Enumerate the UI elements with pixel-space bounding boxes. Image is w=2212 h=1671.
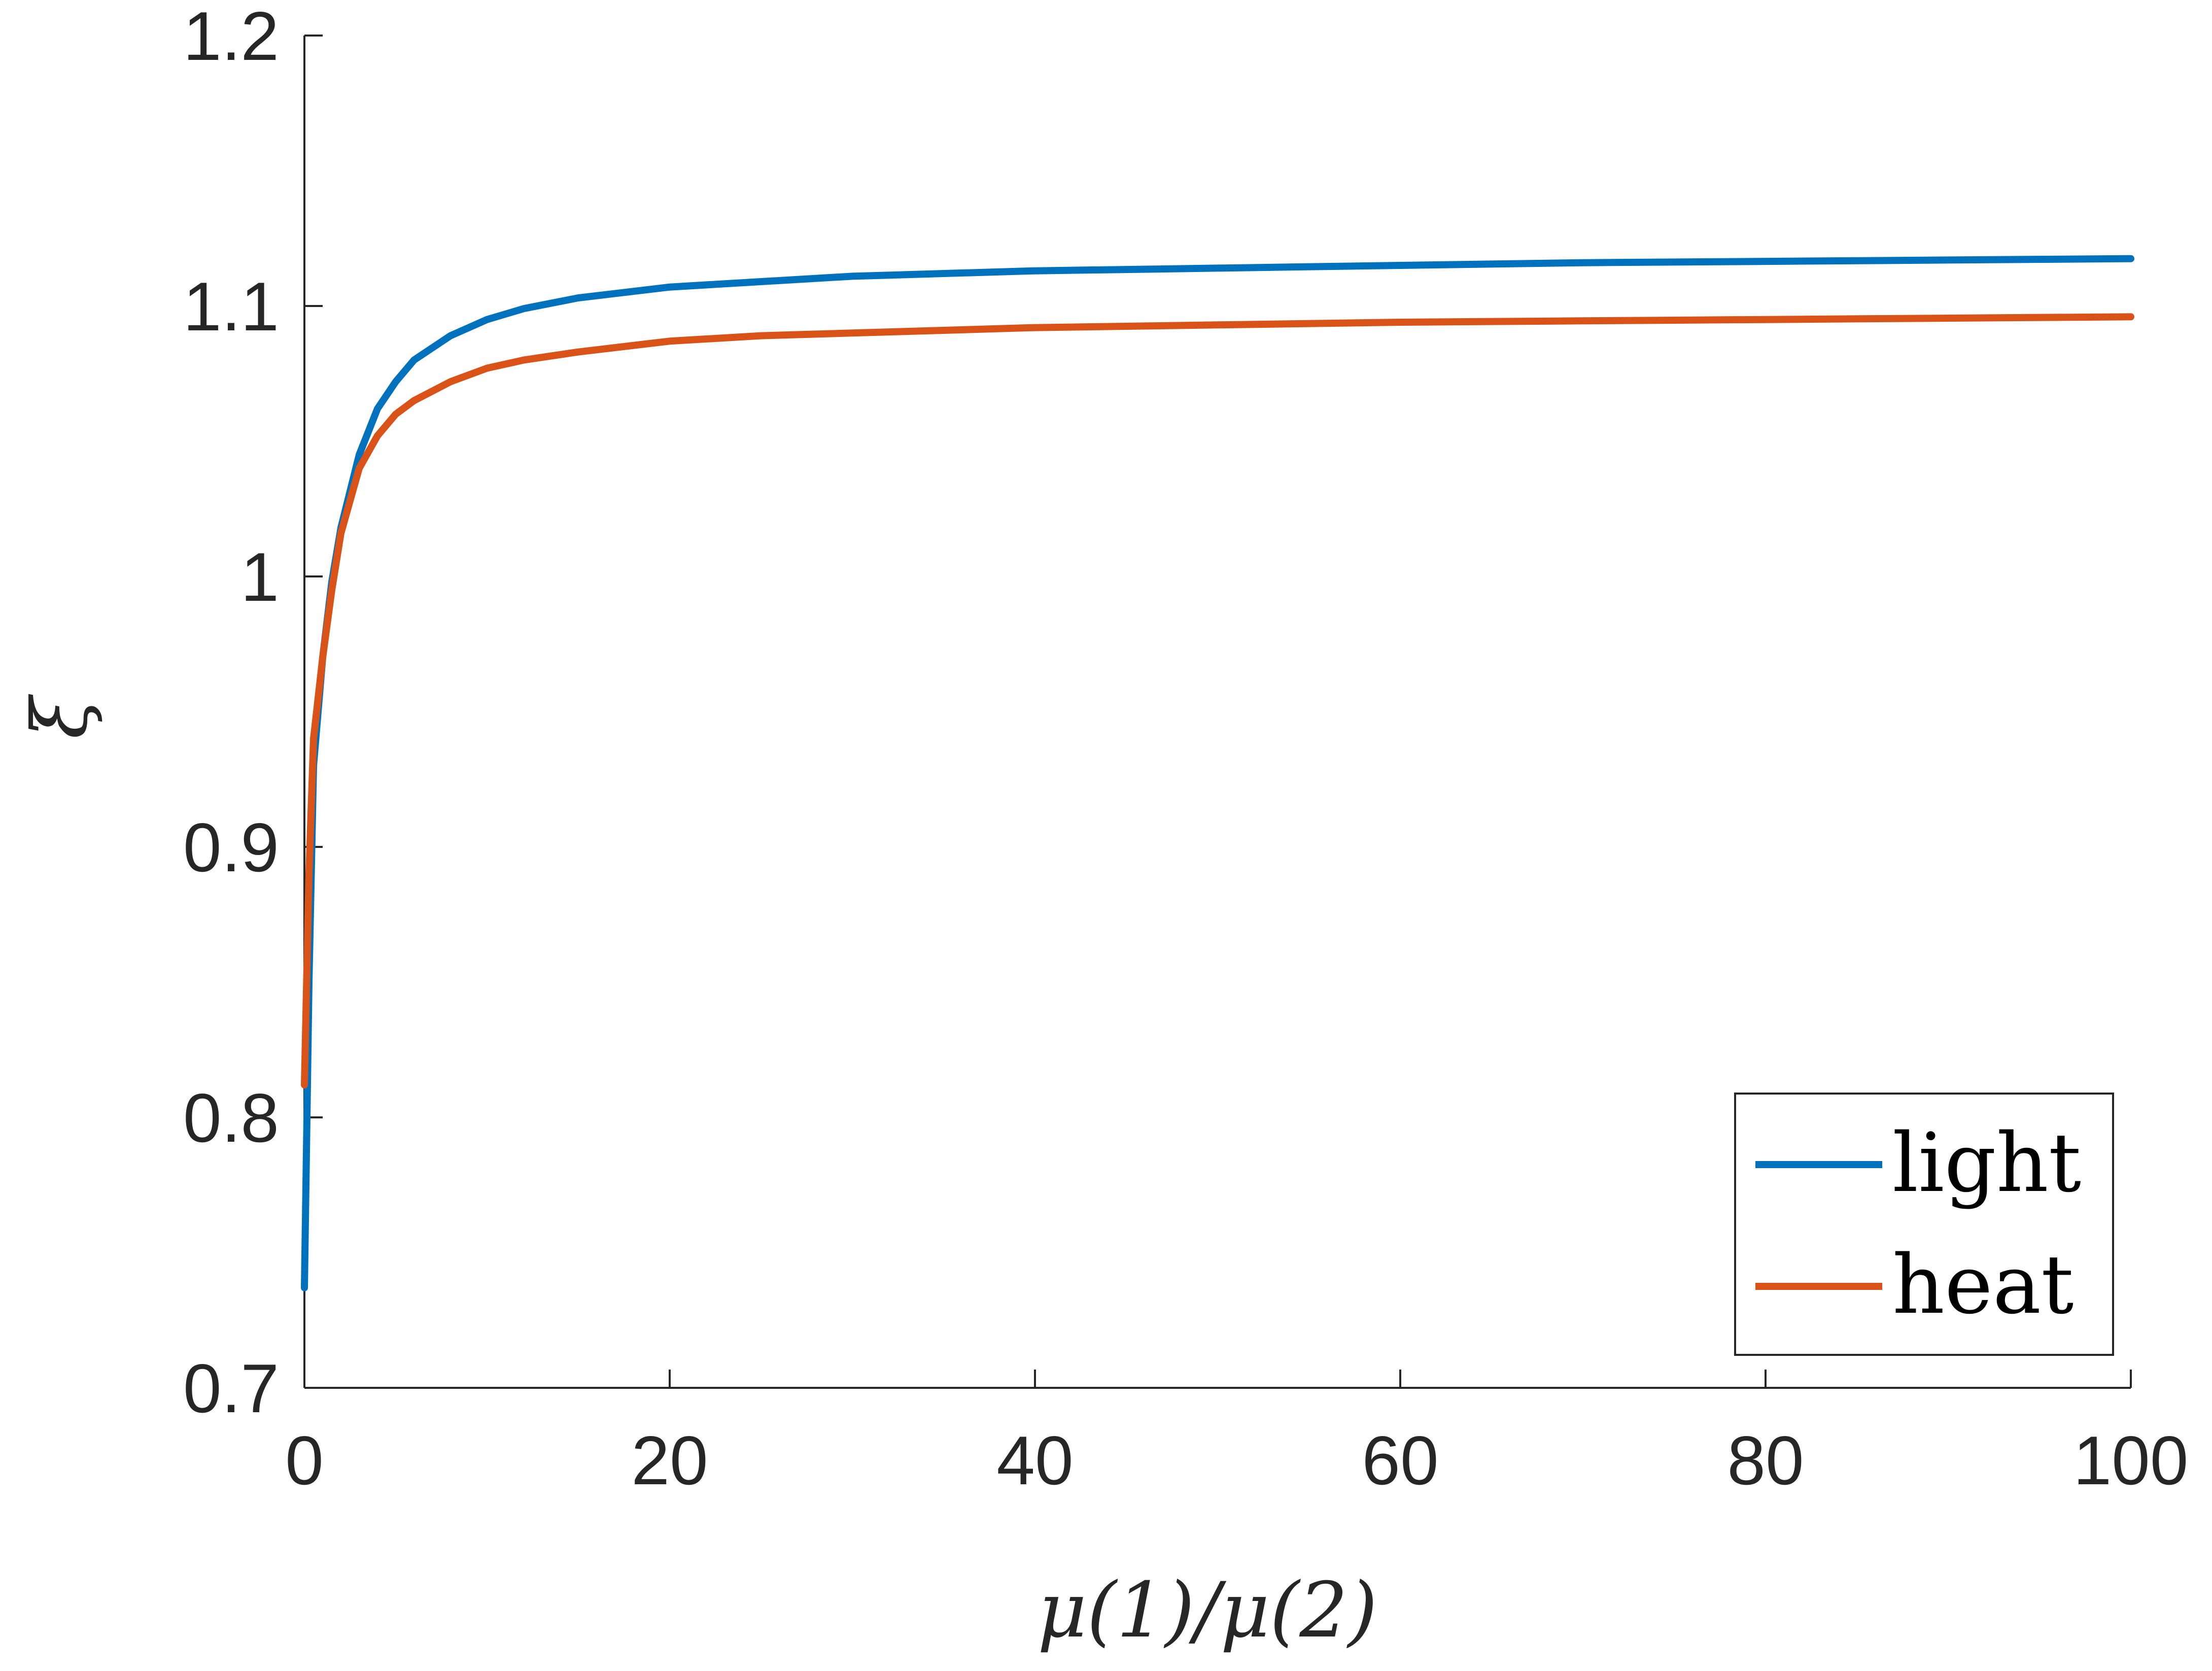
y-tick-label: 1.1 <box>183 268 279 345</box>
y-tick-label: 1 <box>240 538 279 616</box>
legend-label-light: light <box>1892 1115 2081 1210</box>
series-line-heat <box>301 313 2134 1088</box>
series-layer <box>301 255 2134 1291</box>
x-axis-title: μ(1)/μ(2) <box>1038 1566 1377 1655</box>
y-tick-label: 0.7 <box>183 1350 279 1427</box>
x-tick-label: 100 <box>2073 1422 2189 1499</box>
legend: light heat <box>1734 1093 2114 1356</box>
y-tick-label: 1.2 <box>183 0 279 75</box>
x-tick-label: 40 <box>996 1422 1073 1499</box>
legend-box <box>1734 1093 2114 1356</box>
x-tick-label: 0 <box>285 1422 324 1499</box>
legend-label-heat: heat <box>1892 1237 2073 1332</box>
x-tick-label: 20 <box>631 1422 708 1499</box>
ticks-layer: 0 20 40 60 80 100 0.7 0.8 0.9 1 1.1 1.2 <box>183 0 2189 1499</box>
y-tick-label: 0.8 <box>183 1079 279 1156</box>
y-axis-title: ξ <box>16 694 105 739</box>
y-tick-label: 0.9 <box>183 809 279 886</box>
x-tick-label: 80 <box>1727 1422 1804 1499</box>
x-tick-label: 60 <box>1362 1422 1438 1499</box>
